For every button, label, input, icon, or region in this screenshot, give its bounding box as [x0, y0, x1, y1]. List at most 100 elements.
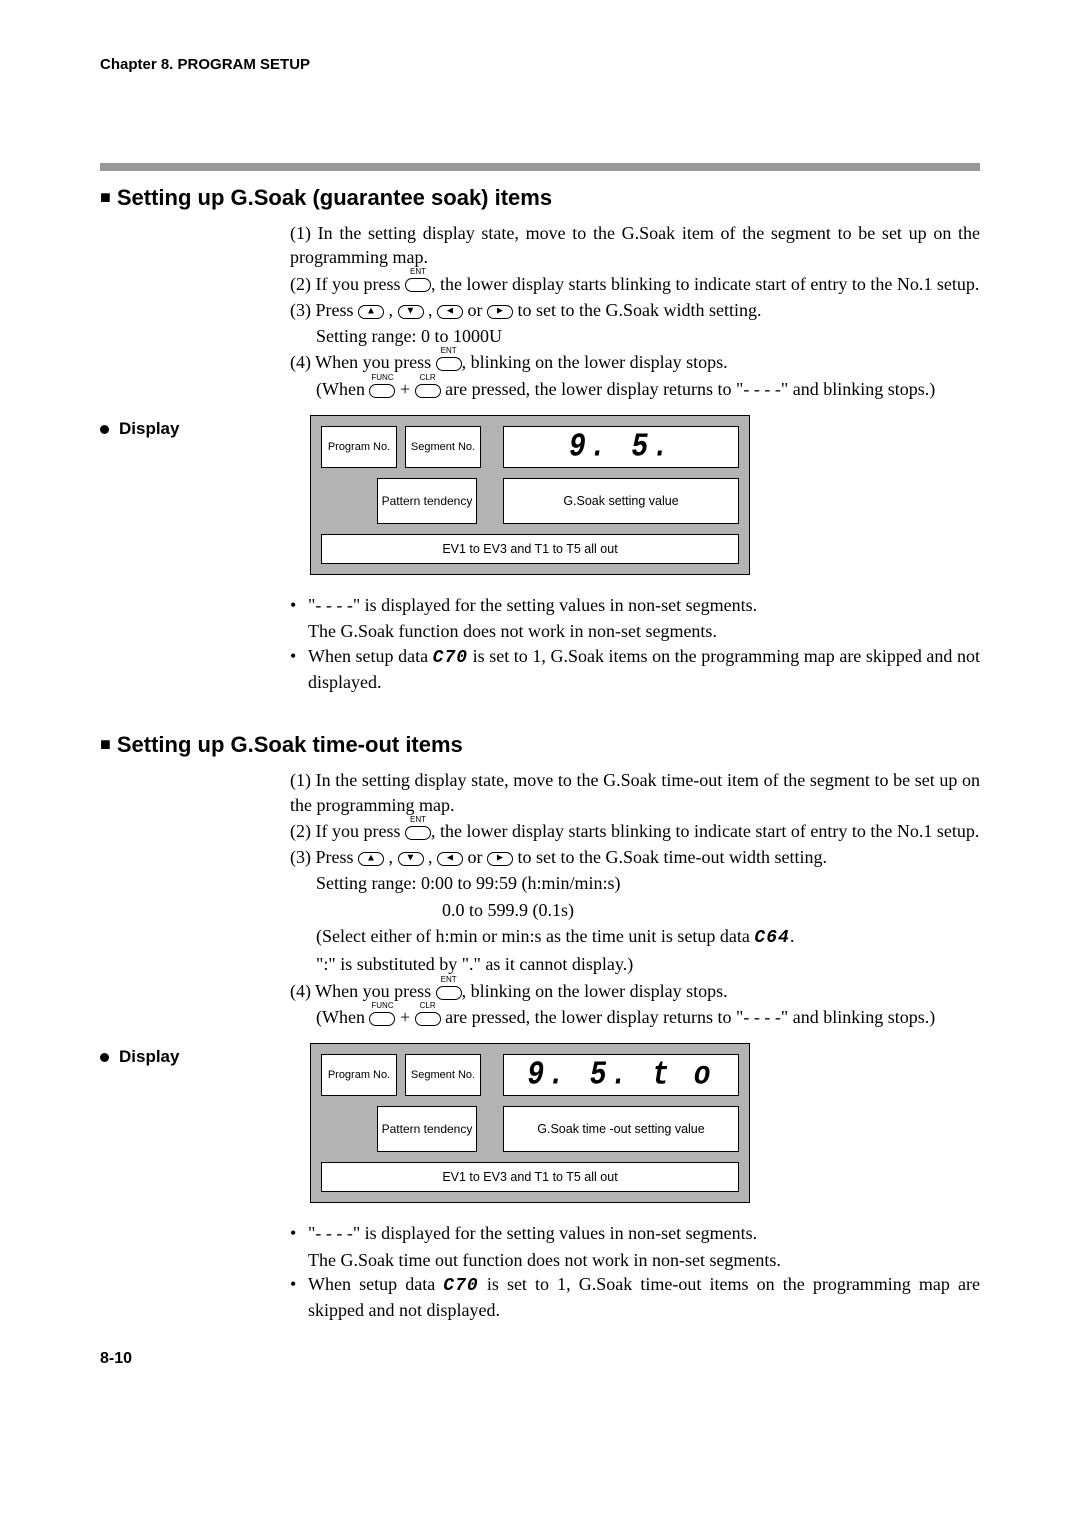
key-label: ENT: [410, 268, 426, 276]
bullet-dot-icon: [100, 1053, 109, 1062]
text: (When: [316, 1007, 369, 1027]
s2-step2: (2) If you press ENT, the lower display …: [290, 819, 980, 843]
ev-row: EV1 to EV3 and T1 to T5 all out: [321, 534, 739, 564]
text: are pressed, the lower display returns t…: [441, 379, 936, 399]
pattern-tendency-box: Pattern tendency: [377, 1106, 477, 1152]
gsoak-timeout-value-box: G.Soak time -out setting value: [503, 1106, 739, 1152]
text: (4) When you press: [290, 981, 436, 1001]
section-divider: [100, 163, 980, 171]
text: (3) Press: [290, 300, 358, 320]
section1-title-text: Setting up G.Soak (guarantee soak) items: [117, 185, 552, 210]
text: , blinking on the lower display stops.: [462, 981, 728, 1001]
text: or: [463, 847, 487, 867]
section2-title: ■ Setting up G.Soak time-out items: [100, 732, 980, 758]
s1-bullet1: "- - - -" is displayed for the setting v…: [290, 593, 980, 617]
key-label: FUNC: [371, 374, 393, 382]
display-panel: Program No. Segment No. 9. 5. Pattern te…: [310, 415, 750, 575]
clr-key-icon: CLR: [415, 1012, 441, 1026]
s1-step3: (3) Press ▲ , ▼ , ◄ or ► to set to the G…: [290, 298, 980, 322]
text: or: [463, 300, 487, 320]
s1-step2: (2) If you press ENT, the lower display …: [290, 272, 980, 296]
key-label: ENT: [441, 976, 457, 984]
ev-row: EV1 to EV3 and T1 to T5 all out: [321, 1162, 739, 1192]
readout-text: 9. 5.: [569, 428, 673, 465]
section2-display-area: Display Program No. Segment No. 9. 5. t …: [310, 1043, 980, 1203]
setup-code: C70: [433, 648, 468, 668]
section1-title: ■ Setting up G.Soak (guarantee soak) item…: [100, 185, 980, 211]
section1-bullets: "- - - -" is displayed for the setting v…: [290, 593, 980, 694]
section2-title-text: Setting up G.Soak time-out items: [117, 732, 463, 757]
text: to set to the G.Soak width setting.: [513, 300, 761, 320]
bullet-dot-icon: [100, 425, 109, 434]
ent-key-icon: ENT: [405, 826, 431, 840]
ent-key-icon: ENT: [405, 278, 431, 292]
text: (4) When you press: [290, 352, 436, 372]
down-key-icon: ▼: [398, 852, 424, 866]
clr-key-icon: CLR: [415, 384, 441, 398]
display-label: Display: [100, 419, 179, 439]
section2-bullets: "- - - -" is displayed for the setting v…: [290, 1221, 980, 1322]
down-key-icon: ▼: [398, 305, 424, 319]
right-key-icon: ►: [487, 852, 513, 866]
program-no-box: Program No.: [321, 1054, 397, 1096]
key-label: ENT: [441, 347, 457, 355]
text: , blinking on the lower display stops.: [462, 352, 728, 372]
text: +: [395, 1007, 414, 1027]
text: , the lower display starts blinking to i…: [431, 821, 979, 841]
right-key-icon: ►: [487, 305, 513, 319]
gsoak-value-box: G.Soak setting value: [503, 478, 739, 524]
readout-display: 9. 5. t o: [503, 1054, 739, 1096]
text: Display: [119, 419, 179, 439]
key-label: FUNC: [371, 1002, 393, 1010]
text: When setup data: [308, 1274, 443, 1294]
text: (2) If you press: [290, 274, 405, 294]
text: +: [395, 379, 414, 399]
display-row1: Program No. Segment No. 9. 5. t o: [321, 1054, 739, 1096]
s2-step4: (4) When you press ENT, blinking on the …: [290, 979, 980, 1003]
text: (Select either of h:min or min:s as the …: [316, 926, 754, 946]
section1-display-area: Display Program No. Segment No. 9. 5. Pa…: [310, 415, 980, 575]
s2-step3-note2: ":" is substituted by "." as it cannot d…: [290, 952, 980, 976]
readout-display: 9. 5.: [503, 426, 739, 468]
key-label: ENT: [410, 816, 426, 824]
readout-text: 9. 5. t o: [527, 1057, 714, 1094]
text: (3) Press: [290, 847, 358, 867]
chapter-header: Chapter 8. PROGRAM SETUP: [100, 56, 980, 73]
text: (When: [316, 379, 369, 399]
s1-step1: (1) In the setting display state, move t…: [290, 221, 980, 270]
s2-step3-note1: (Select either of h:min or min:s as the …: [290, 924, 980, 950]
text: are pressed, the lower display returns t…: [441, 1007, 936, 1027]
section1-body: (1) In the setting display state, move t…: [290, 221, 980, 401]
section2-body: (1) In the setting display state, move t…: [290, 768, 980, 1029]
key-label: CLR: [420, 374, 436, 382]
s2-bullet1-sub: The G.Soak time out function does not wo…: [290, 1248, 980, 1272]
up-key-icon: ▲: [358, 305, 384, 319]
s2-step1: (1) In the setting display state, move t…: [290, 768, 980, 817]
display-row1: Program No. Segment No. 9. 5.: [321, 426, 739, 468]
text: (2) If you press: [290, 821, 405, 841]
key-label: CLR: [420, 1002, 436, 1010]
s2-bullet1: "- - - -" is displayed for the setting v…: [290, 1221, 980, 1245]
segment-no-box: Segment No.: [405, 1054, 481, 1096]
text: .: [790, 926, 795, 946]
program-no-box: Program No.: [321, 426, 397, 468]
display-row2: Pattern tendency G.Soak setting value: [321, 478, 739, 524]
setup-code: C64: [754, 928, 789, 948]
left-key-icon: ◄: [437, 852, 463, 866]
text: Display: [119, 1047, 179, 1067]
s2-step3-range: Setting range: 0:00 to 99:59 (h:min/min:…: [290, 871, 980, 895]
func-key-icon: FUNC: [369, 1012, 395, 1026]
display-panel: Program No. Segment No. 9. 5. t o Patter…: [310, 1043, 750, 1203]
s1-bullet1-sub: The G.Soak function does not work in non…: [290, 619, 980, 643]
square-bullet-icon: ■: [100, 187, 111, 208]
text: When setup data: [308, 646, 433, 666]
square-bullet-icon: ■: [100, 734, 111, 755]
left-key-icon: ◄: [437, 305, 463, 319]
s1-bullet2: When setup data C70 is set to 1, G.Soak …: [290, 644, 980, 695]
s2-step3: (3) Press ▲ , ▼ , ◄ or ► to set to the G…: [290, 845, 980, 869]
func-key-icon: FUNC: [369, 384, 395, 398]
segment-no-box: Segment No.: [405, 426, 481, 468]
up-key-icon: ▲: [358, 852, 384, 866]
page: Chapter 8. PROGRAM SETUP ■ Setting up G.S…: [0, 0, 1080, 1408]
ent-key-icon: ENT: [436, 986, 462, 1000]
